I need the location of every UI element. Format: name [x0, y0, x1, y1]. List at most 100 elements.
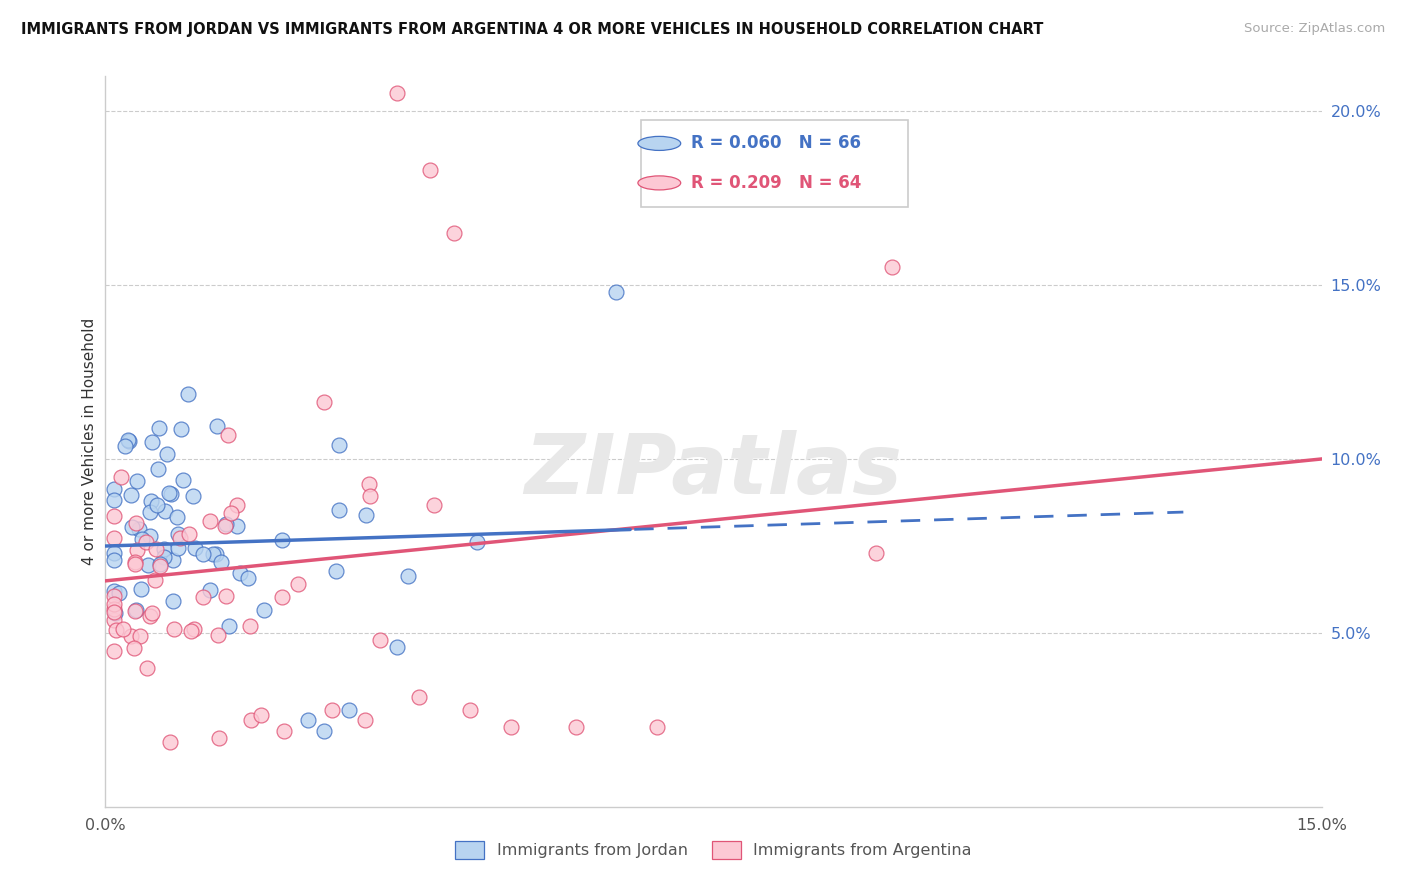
Point: [202, 547, 225, 561]
Point: [118, 434, 141, 449]
Point: [160, 486, 183, 500]
Text: Source: ZipAtlas.com: Source: ZipAtlas.com: [1244, 22, 1385, 36]
Point: [103, 584, 125, 599]
Point: [159, 735, 181, 749]
Point: [131, 532, 153, 546]
Point: [443, 226, 465, 240]
Point: [205, 548, 228, 562]
Point: [321, 703, 343, 717]
Point: [153, 541, 176, 556]
Point: [250, 707, 273, 722]
Point: [314, 723, 336, 738]
Point: [153, 549, 176, 564]
Point: [170, 422, 193, 436]
Point: [169, 531, 191, 545]
Point: [865, 546, 887, 560]
Point: [104, 606, 127, 620]
Point: [141, 434, 163, 449]
Point: [205, 419, 228, 434]
Point: [325, 564, 347, 578]
Point: [103, 597, 125, 611]
Point: [155, 504, 177, 518]
Point: [273, 723, 295, 738]
Point: [354, 713, 377, 727]
Point: [111, 622, 134, 636]
Point: [217, 427, 239, 442]
Point: [141, 606, 163, 620]
Point: [103, 553, 125, 567]
Point: [145, 542, 167, 557]
Point: [103, 605, 125, 619]
Point: [131, 582, 153, 596]
Point: [146, 462, 169, 476]
Point: [408, 690, 430, 705]
Point: [149, 558, 172, 573]
Point: [177, 387, 200, 401]
Point: [166, 527, 188, 541]
Point: [120, 629, 142, 643]
Point: [163, 622, 186, 636]
Point: [422, 499, 444, 513]
Point: [229, 566, 252, 580]
Point: [128, 629, 150, 643]
Point: [124, 604, 146, 618]
Point: [357, 477, 380, 491]
Point: [354, 508, 377, 522]
Point: [239, 619, 262, 633]
Point: [312, 395, 335, 409]
Point: [135, 535, 157, 549]
Point: [564, 720, 586, 734]
Point: [103, 483, 125, 497]
Point: [172, 473, 194, 487]
Point: [124, 555, 146, 569]
Point: [139, 505, 162, 519]
Point: [193, 590, 215, 604]
Point: [139, 529, 162, 543]
Point: [359, 489, 381, 503]
Point: [396, 569, 419, 583]
Point: [148, 421, 170, 435]
Point: [605, 285, 627, 299]
Point: [124, 557, 146, 571]
Point: [122, 640, 145, 655]
Point: [287, 577, 309, 591]
Point: [114, 439, 136, 453]
Point: [125, 543, 148, 558]
Point: [103, 531, 125, 545]
Point: [121, 520, 143, 534]
Point: [214, 589, 236, 603]
Point: [156, 447, 179, 461]
Point: [105, 623, 128, 637]
Point: [166, 509, 188, 524]
Point: [139, 608, 162, 623]
Point: [143, 574, 166, 588]
Legend: Immigrants from Jordan, Immigrants from Argentina: Immigrants from Jordan, Immigrants from …: [449, 835, 979, 865]
Point: [148, 558, 170, 572]
Point: [219, 506, 242, 520]
Point: [125, 474, 148, 488]
Point: [328, 502, 350, 516]
Point: [125, 603, 148, 617]
Point: [179, 527, 201, 541]
Point: [214, 518, 236, 533]
Point: [198, 582, 221, 597]
Point: [162, 594, 184, 608]
Point: [103, 546, 125, 560]
Y-axis label: 4 or more Vehicles in Household: 4 or more Vehicles in Household: [82, 318, 97, 566]
Point: [368, 632, 391, 647]
Point: [385, 640, 408, 654]
Point: [225, 499, 247, 513]
Point: [271, 533, 294, 548]
Point: [162, 552, 184, 566]
Point: [135, 660, 157, 674]
Point: [337, 703, 360, 717]
Point: [103, 602, 125, 616]
Point: [387, 87, 409, 101]
Point: [880, 260, 903, 275]
Point: [207, 628, 229, 642]
Point: [103, 509, 125, 524]
Point: [226, 518, 249, 533]
Point: [193, 547, 215, 561]
Point: [215, 517, 238, 532]
Point: [110, 470, 132, 484]
